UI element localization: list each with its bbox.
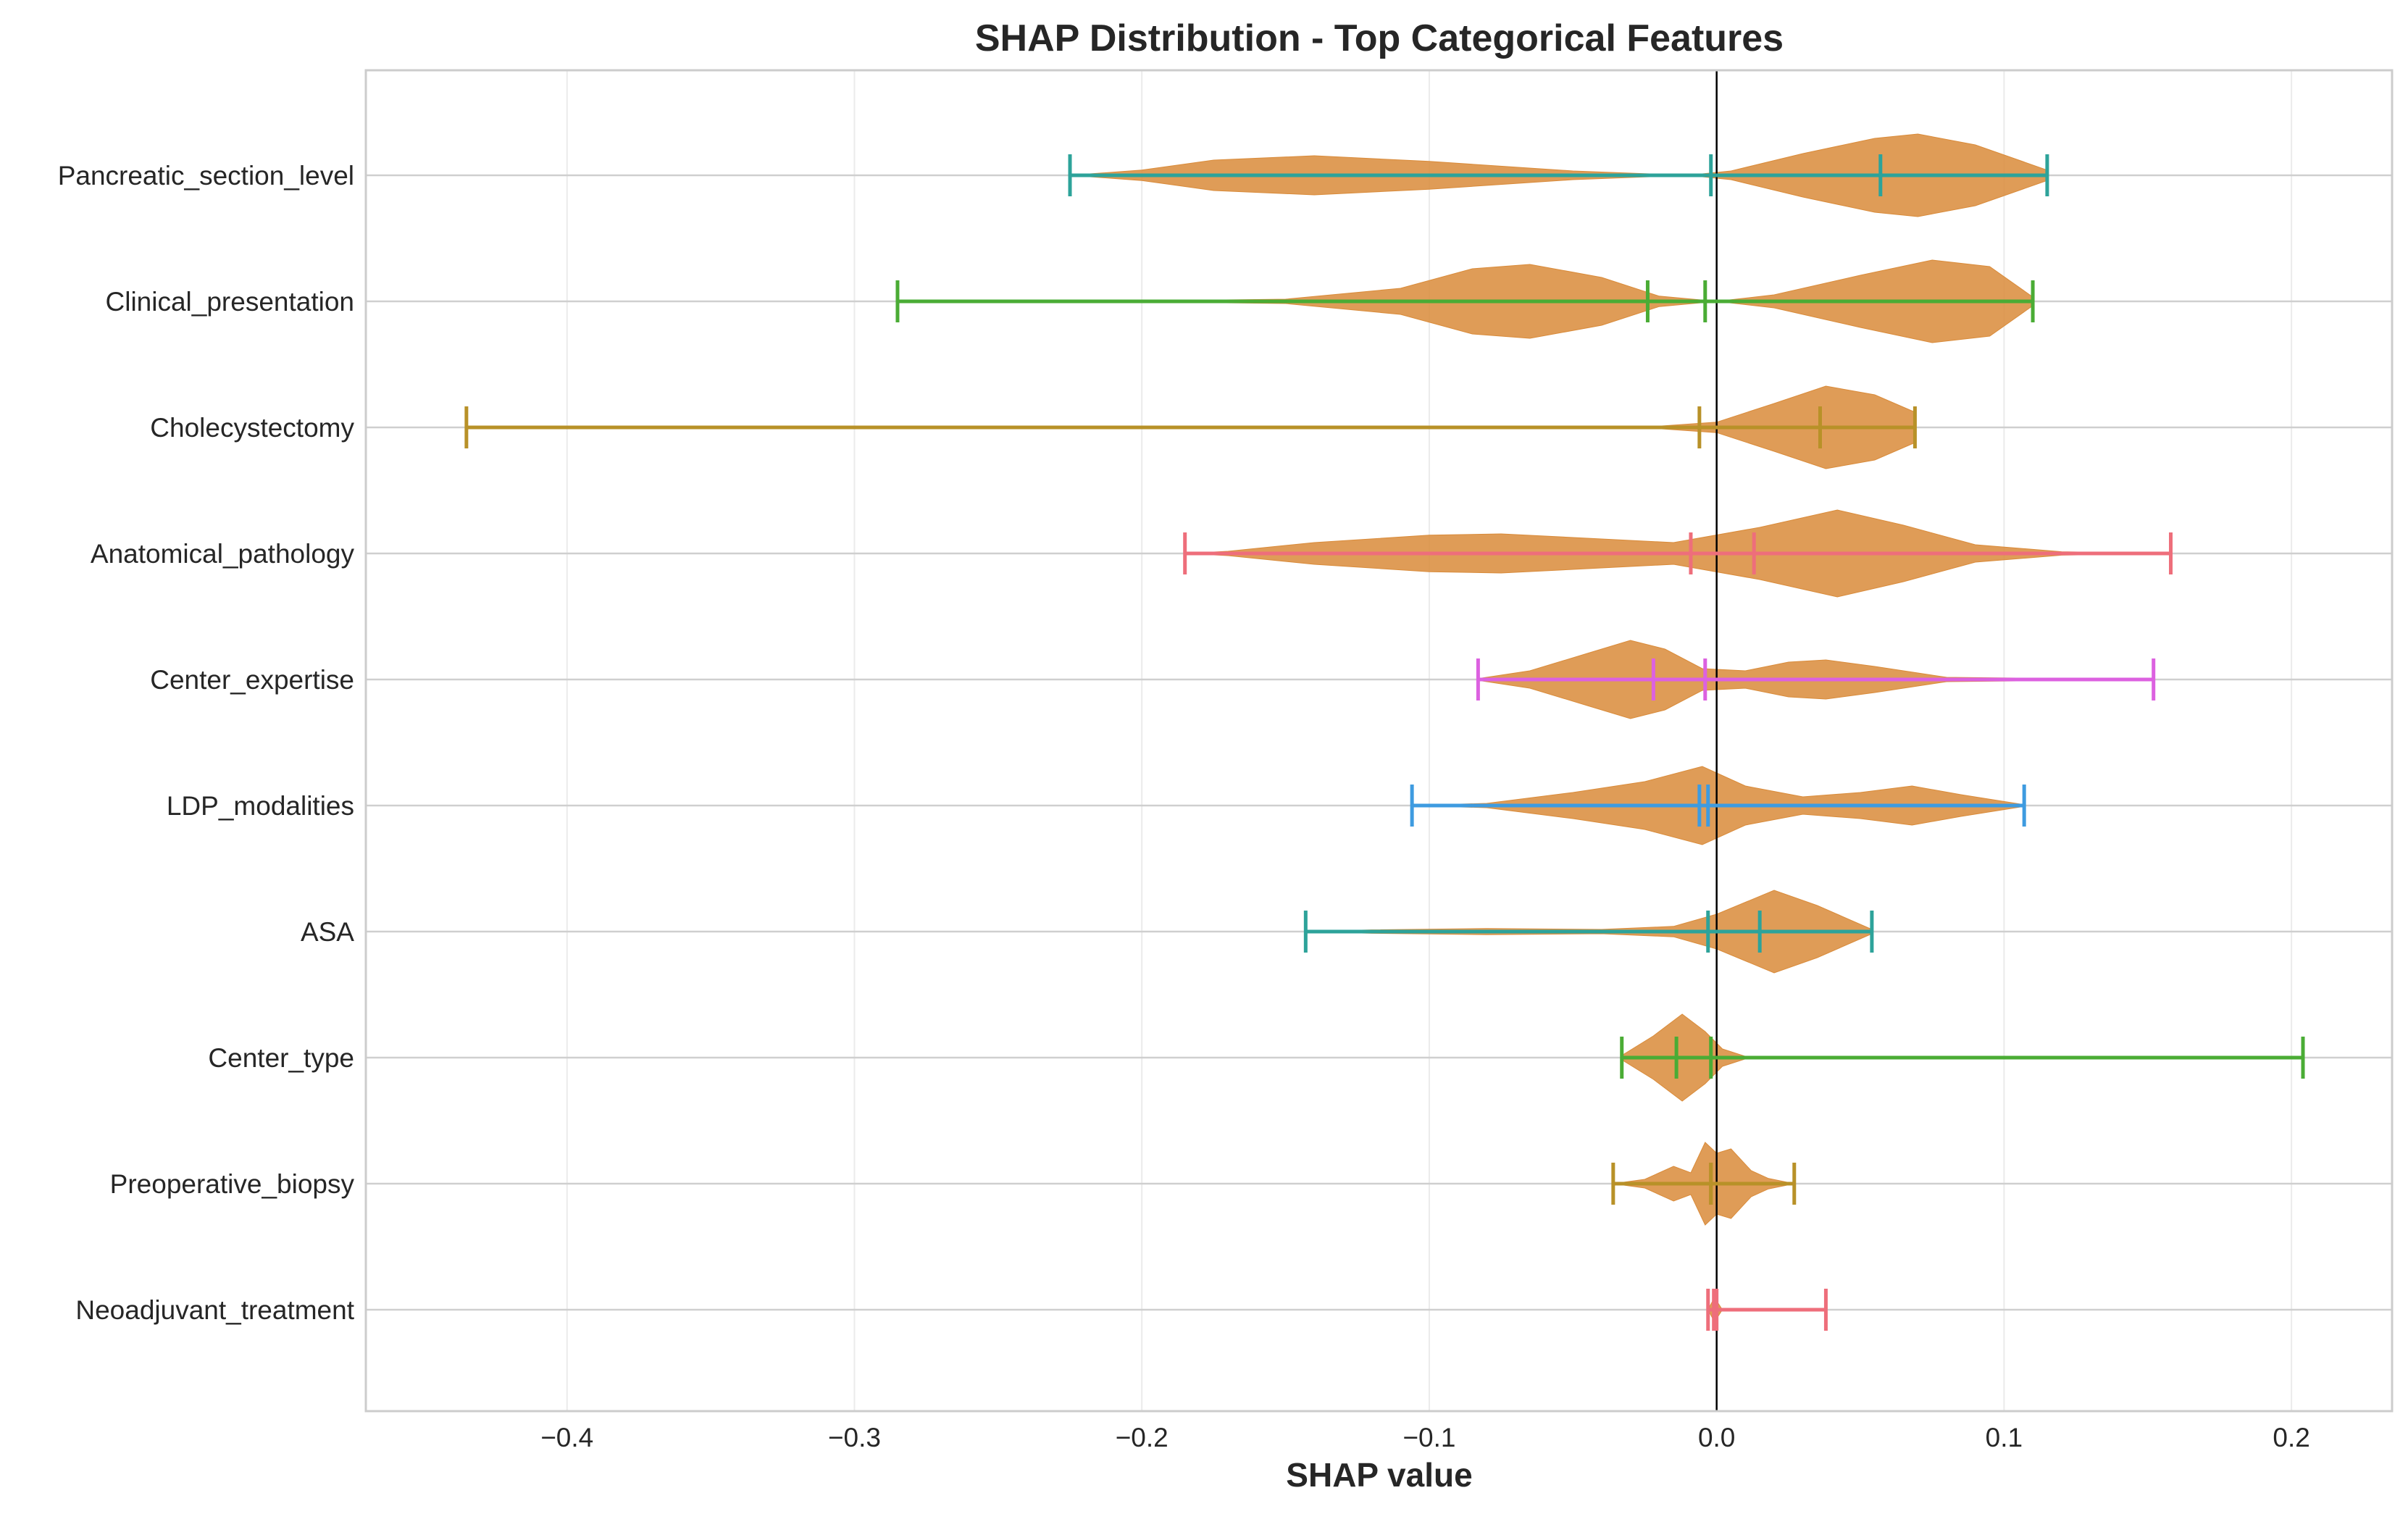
x-tick-label: 0.2 [2273,1423,2309,1452]
y-tick-label: Center_expertise [150,665,354,695]
y-tick-label: ASA [301,917,354,947]
plot-frame [364,69,2394,1413]
x-axis-label: SHAP value [1286,1456,1472,1494]
x-tick-label: 0.0 [1698,1423,1735,1452]
x-tick-label: 0.1 [1986,1423,2023,1452]
y-tick-label: Preoperative_biopsy [110,1169,355,1199]
y-tick-label: Pancreatic_section_level [58,161,354,191]
y-tick-label: LDP_modalities [167,791,354,821]
y-tick-label: Neoadjuvant_treatment [75,1295,354,1325]
y-tick-label: Cholecystectomy [150,413,354,443]
x-tick-label: −0.1 [1402,1423,1455,1452]
x-tick-label: −0.3 [828,1423,881,1452]
range-layer [464,154,2305,1331]
chart-title: SHAP Distribution - Top Categorical Feat… [975,17,1784,59]
y-tick-label: Anatomical_pathology [91,539,355,569]
x-tick-label: −0.4 [540,1423,593,1452]
tick-layer: Pancreatic_section_level Clinical_present… [58,161,2310,1452]
x-tick-label: −0.2 [1116,1423,1169,1452]
y-tick-label: Center_type [208,1043,354,1073]
y-tick-label: Clinical_presentation [106,287,354,317]
